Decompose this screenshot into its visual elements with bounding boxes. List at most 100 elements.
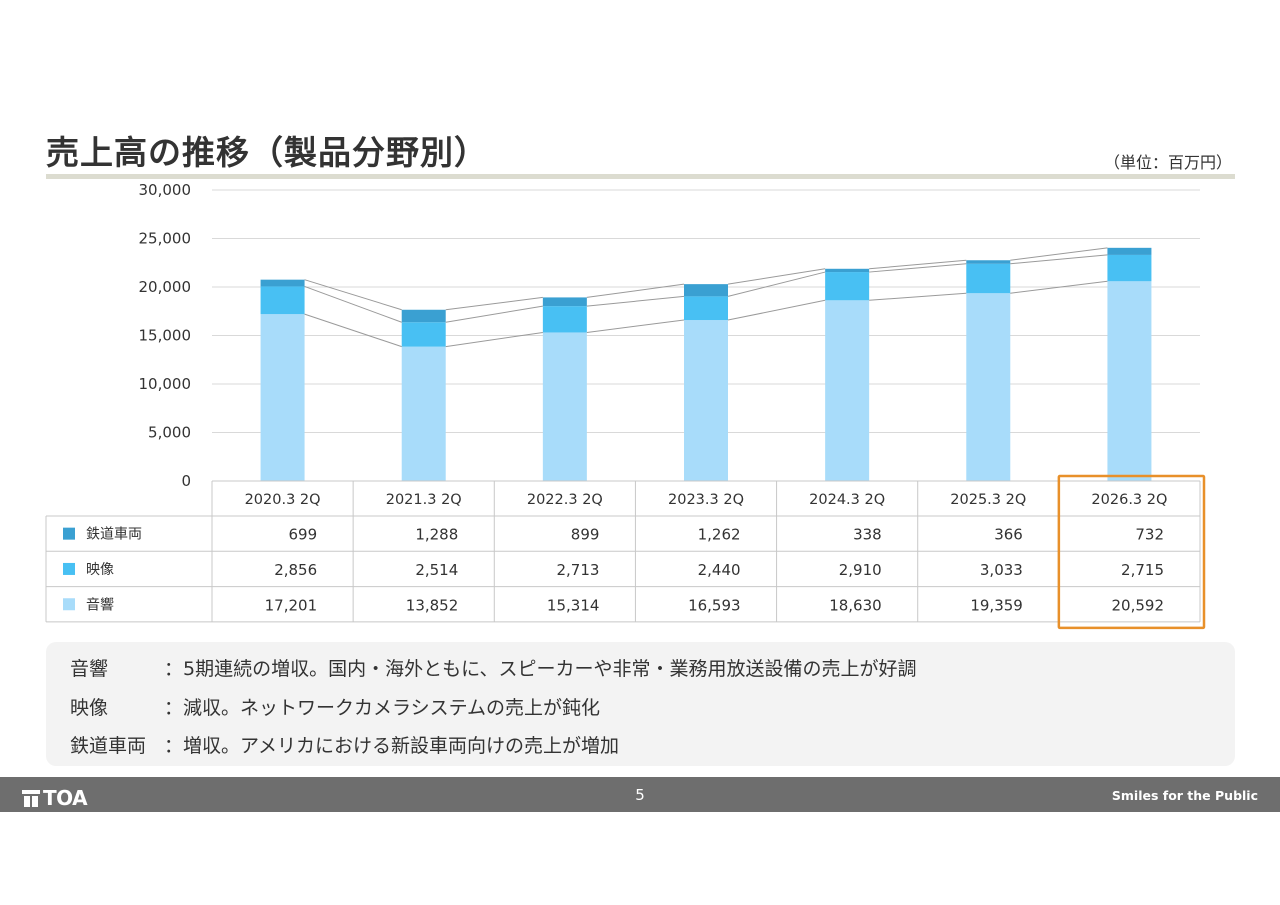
table-cell-value: 3,033 [980, 561, 1023, 579]
table-cell-value: 13,852 [406, 596, 459, 614]
series-connector-line [445, 305, 543, 323]
y-tick-label: 25,000 [139, 230, 192, 248]
table-cell-value: 2,715 [1121, 561, 1164, 579]
table-cell-value: 17,201 [265, 596, 318, 614]
table-cell-value: 1,262 [698, 526, 741, 544]
toa-logo: TOA [22, 786, 88, 810]
commentary-text: ：増収。アメリカにおける新設車両向けの売上が増加 [164, 735, 620, 757]
series-connector-line [1010, 254, 1108, 265]
table-cell-value: 699 [289, 526, 318, 544]
footer-bar: TOA 5 Smiles for the Public [0, 777, 1280, 812]
x-category-label: 2026.3 2Q [1091, 492, 1167, 508]
commentary-label: 音響 [70, 658, 109, 680]
y-tick-label: 0 [181, 472, 191, 490]
series-connector-line [586, 295, 685, 307]
table-cell-value: 2,514 [415, 561, 458, 579]
bar-segment [1107, 254, 1152, 282]
series-lines [304, 247, 1108, 348]
commentary-row-audio: 音響 ：5期連続の増収。国内・海外ともに、スピーカーや非常・業務用放送設備の売上が… [70, 654, 917, 681]
table-cell-value: 899 [571, 526, 600, 544]
bar-segment [825, 268, 870, 273]
bar-segment [966, 263, 1011, 294]
x-category-label: 2020.3 2Q [245, 492, 321, 508]
data-table: 2020.3 2Q 2021.3 2Q 2022.3 2Q 2023.3 2Q 2024… [45, 480, 1201, 623]
commentary-box: 音響 ：5期連続の増収。国内・海外ともに、スピーカーや非常・業務用放送設備の売上が… [46, 642, 1235, 766]
page-title: 売上高の推移（製品分野別） [46, 133, 488, 172]
y-tick-label: 30,000 [139, 181, 192, 199]
bar-segment [1107, 281, 1152, 481]
series-connector-line [304, 279, 402, 311]
bar-segment [401, 309, 446, 323]
table-cell-value: 2,856 [274, 561, 317, 579]
series-connector-line [869, 292, 967, 301]
bar-segment [684, 296, 728, 321]
unit-label: （単位：百万円） [1103, 153, 1232, 172]
series-connector-line [869, 263, 967, 273]
x-category-label: 2024.3 2Q [809, 492, 885, 508]
series-connector-line [727, 268, 826, 285]
bar-segment [401, 322, 446, 347]
logo-text: TOA [43, 786, 88, 810]
y-tick-label: 15,000 [139, 327, 192, 345]
bar-segment [260, 279, 305, 287]
y-tick-label: 20,000 [139, 278, 192, 296]
bar-segment [260, 286, 305, 315]
commentary-text: ：5期連続の増収。国内・海外ともに、スピーカーや非常・業務用放送設備の売上が好調 [164, 658, 917, 680]
bar-segment [260, 314, 305, 481]
bar-segment [401, 346, 446, 481]
legend-label: 音響 [86, 596, 114, 613]
stacked-bar-chart: 0 5,000 10,000 15,000 20,000 25,000 30,000 202… [45, 181, 1206, 630]
table-cell-value: 2,440 [698, 561, 741, 579]
bar-segment [684, 284, 728, 297]
series-connector-line [304, 313, 402, 348]
bar-segment [542, 297, 587, 307]
bar-segment [966, 293, 1011, 481]
x-category-label: 2022.3 2Q [527, 492, 603, 508]
highlight-box [1057, 474, 1206, 630]
legend-swatch [63, 598, 75, 611]
series-connector-line [727, 271, 826, 297]
y-tick-label: 5,000 [148, 424, 191, 442]
legend-swatch [63, 527, 75, 540]
table-cell-value: 2,910 [839, 561, 882, 579]
series-connector-line [1010, 280, 1108, 294]
commentary-row-railway: 鉄道車両 ：増収。アメリカにおける新設車両向けの売上が増加 [70, 731, 619, 758]
x-category-label: 2025.3 2Q [950, 492, 1026, 508]
table-cell-value: 1,288 [415, 526, 458, 544]
bar-segment [825, 272, 870, 301]
commentary-label: 鉄道車両 [70, 735, 147, 757]
toa-logo-icon [22, 788, 40, 807]
table-cell-value: 15,314 [547, 596, 600, 614]
table-cell-value: 20,592 [1112, 596, 1165, 614]
commentary-row-video: 映像 ：減収。ネットワークカメラシステムの売上が鈍化 [70, 693, 600, 720]
bar-segment [966, 260, 1011, 264]
y-axis-ticks: 0 5,000 10,000 15,000 20,000 25,000 30,000 [139, 181, 192, 490]
bar-segment [825, 300, 870, 481]
legend-label: 映像 [86, 562, 114, 578]
table-cell-value: 19,359 [970, 596, 1023, 614]
bar-segment [542, 306, 587, 333]
table-cell-value: 338 [853, 526, 882, 544]
table-cell-value: 366 [994, 526, 1023, 544]
x-category-label: 2023.3 2Q [668, 492, 744, 508]
table-cell-value: 18,630 [829, 596, 882, 614]
table-cell-value: 16,593 [688, 596, 741, 614]
commentary-text: ：減収。ネットワークカメラシステムの売上が鈍化 [164, 697, 601, 719]
series-connector-line [1010, 247, 1108, 261]
commentary-label: 映像 [70, 697, 109, 719]
series-connector-line [727, 299, 826, 321]
table-cell-value: 732 [1135, 526, 1164, 544]
page-number: 5 [635, 786, 645, 804]
highlight-frame [1057, 474, 1206, 630]
series-connector-line [869, 259, 967, 270]
bar-segment [542, 332, 587, 481]
bars [260, 247, 1152, 481]
series-connector-line [445, 331, 543, 348]
table-cell-value: 2,713 [556, 561, 599, 579]
legend-swatch [63, 562, 75, 575]
series-connector-line [586, 283, 685, 298]
series-connector-line [304, 285, 402, 323]
series-connector-line [445, 296, 543, 311]
legend-label: 鉄道車両 [86, 526, 142, 543]
x-category-label: 2021.3 2Q [386, 492, 462, 508]
